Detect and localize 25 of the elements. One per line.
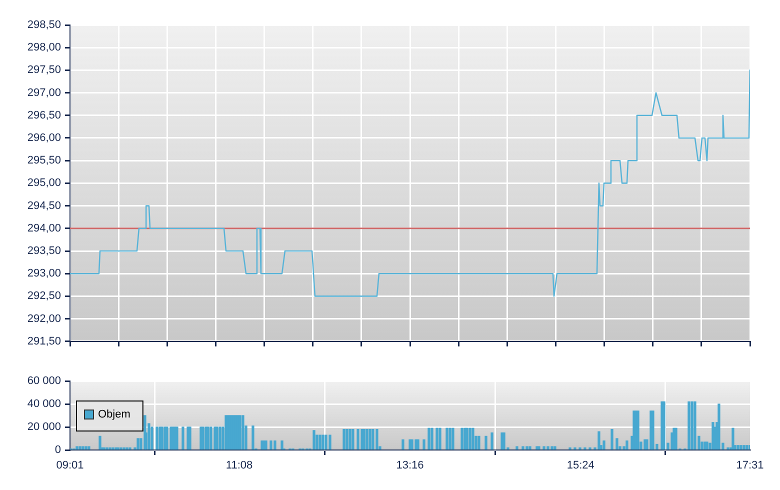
y-tick-label: 60 000 (27, 375, 61, 388)
y-tick-label: 0 (54, 444, 61, 456)
y-tick-label: 298,00 (27, 42, 61, 54)
y-tick-label: 293,00 (27, 268, 61, 280)
y-tick-label: 298,50 (27, 19, 61, 32)
y-tick-label: 292,00 (27, 312, 61, 325)
y-tick-label: 292,50 (27, 290, 61, 302)
legend-label: Objem (98, 408, 130, 421)
y-tick-label: 294,00 (27, 222, 61, 234)
x-tick-label: 09:01 (56, 460, 84, 472)
x-tick-label: 13:16 (396, 460, 424, 472)
y-tick-label: 20 000 (27, 421, 61, 434)
y-tick-label: 297,50 (27, 64, 61, 76)
y-tick-label: 295,50 (27, 154, 61, 167)
x-tick-label: 17:31 (736, 460, 764, 472)
x-tick-label: 11:08 (226, 460, 253, 472)
y-tick-label: 40 000 (27, 398, 61, 410)
x-tick-label: 15:24 (566, 460, 594, 472)
y-tick-label: 296,00 (27, 132, 61, 144)
y-tick-label: 291,50 (27, 335, 61, 348)
y-tick-label: 294,50 (27, 200, 61, 212)
y-tick-label: 293,50 (27, 245, 61, 258)
y-tick-label: 295,00 (27, 177, 61, 190)
y-tick-label: 296,50 (27, 109, 61, 122)
y-tick-label: 297,00 (27, 86, 61, 99)
